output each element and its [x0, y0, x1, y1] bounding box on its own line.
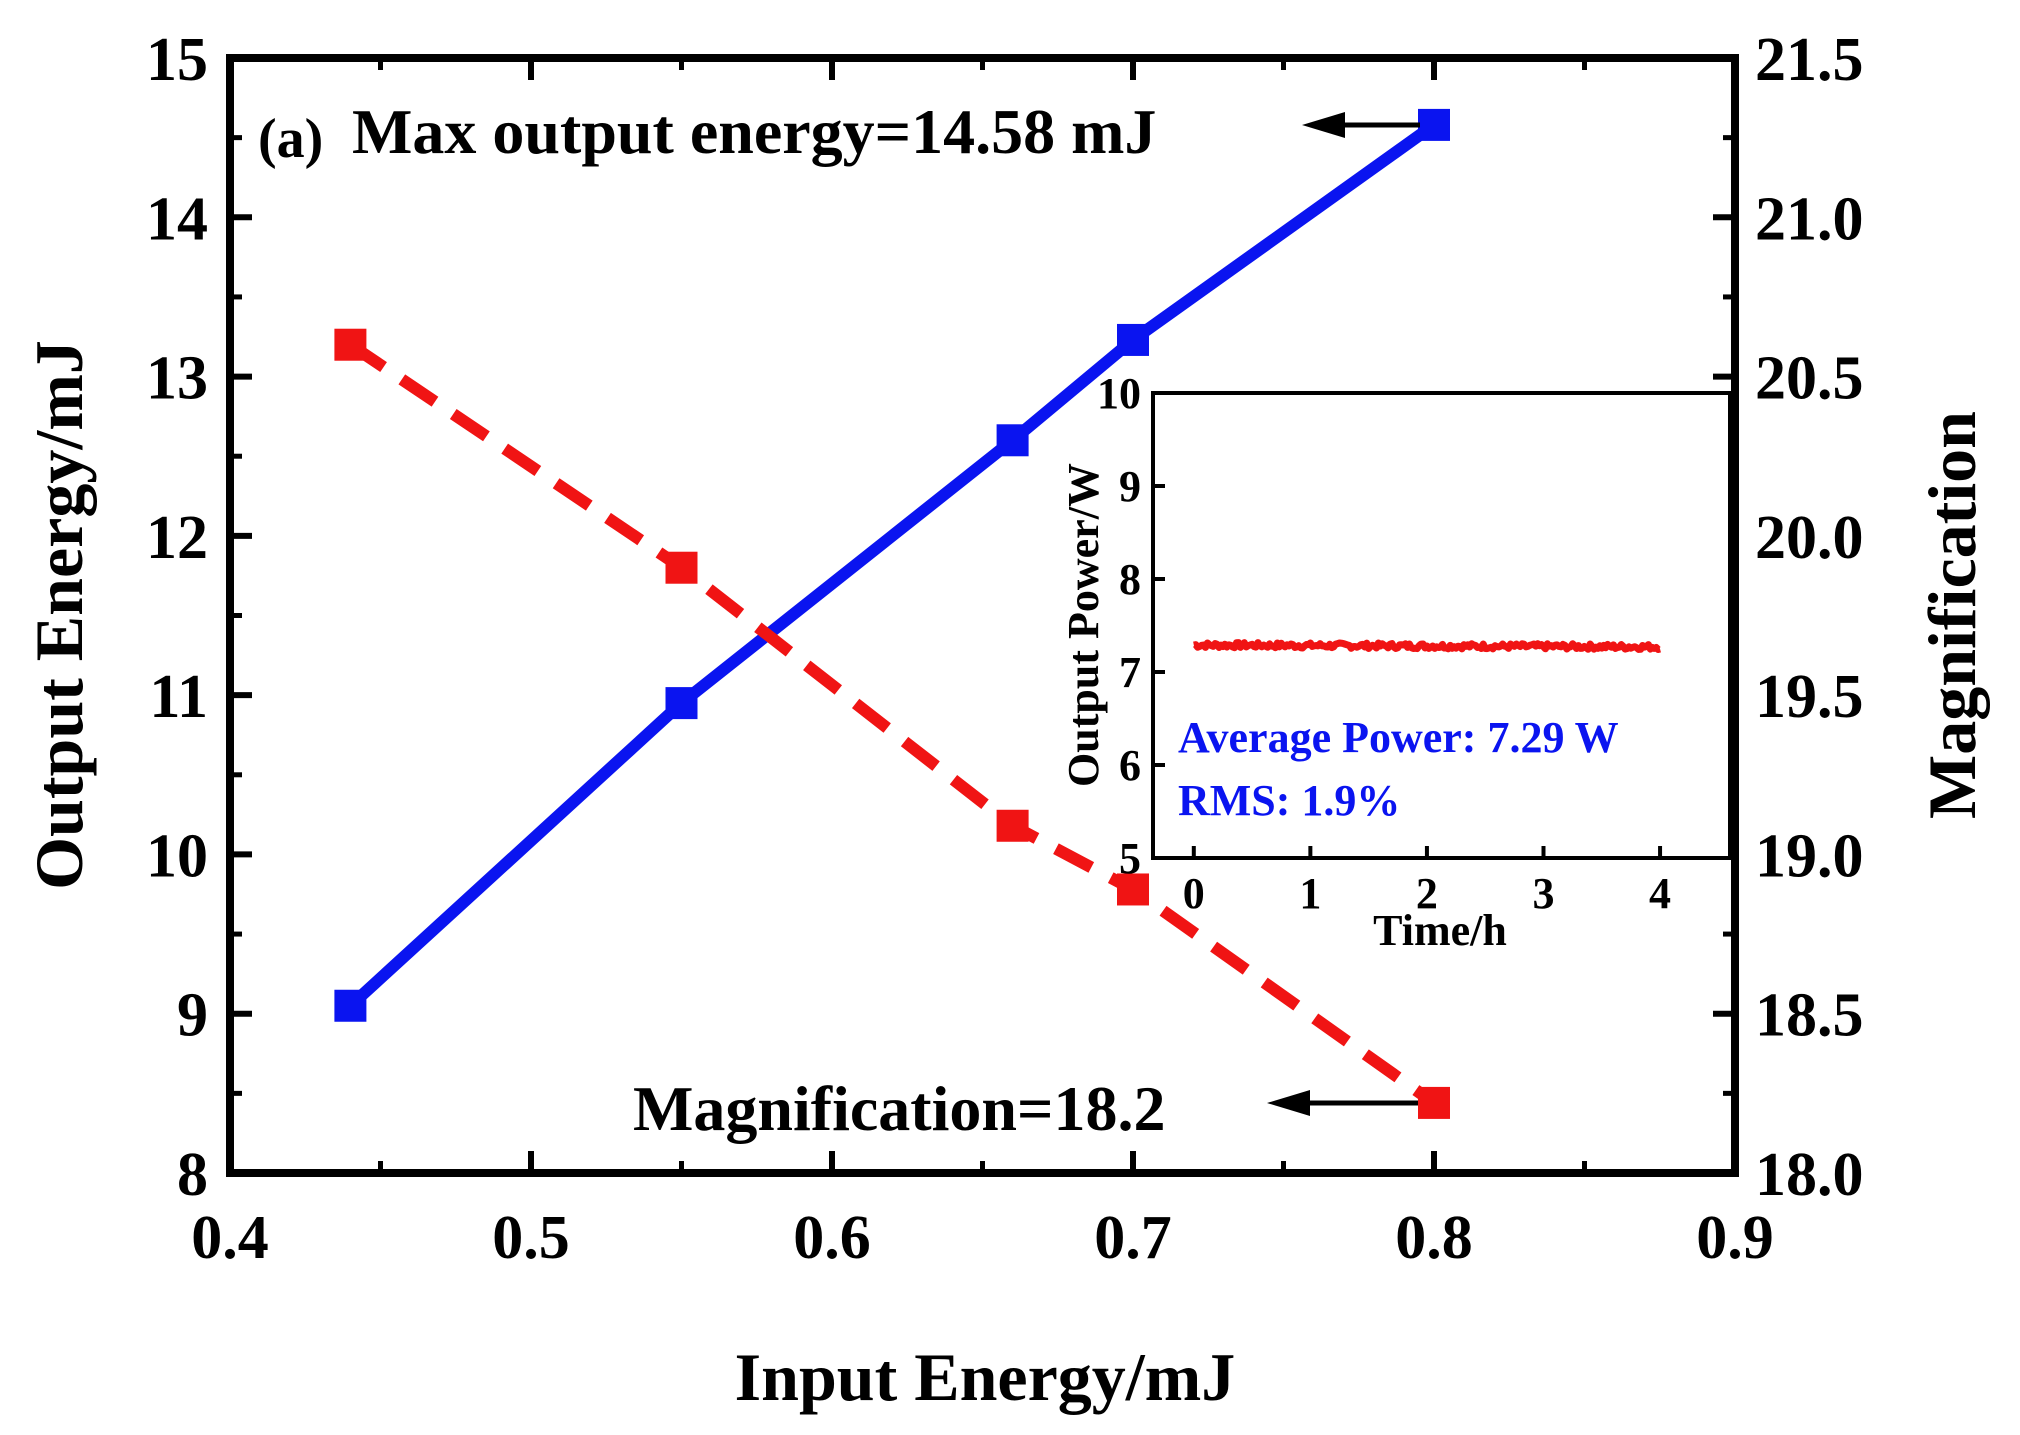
- data-point-output-energy: [665, 687, 698, 720]
- inset-y-tick-label: 8: [1119, 555, 1141, 604]
- annotation-max-output-energy: Max output energy=14.58 mJ: [352, 96, 1156, 167]
- y-axis-title: Output Energy/mJ: [21, 340, 97, 890]
- y2-tick-label: 20.5: [1755, 345, 1864, 413]
- x-tick-label: 0.8: [1395, 1204, 1473, 1272]
- data-point-magnification: [1117, 873, 1149, 906]
- inset-annotation-rms: RMS: 1.9%: [1178, 776, 1400, 825]
- y2-tick-label: 20.0: [1755, 504, 1864, 572]
- x-tick-label: 0.4: [191, 1204, 269, 1272]
- y-tick-label: 13: [146, 345, 208, 413]
- y-tick-label: 15: [146, 26, 208, 94]
- x-tick-label: 0.9: [1696, 1204, 1774, 1272]
- x-tick-label: 0.6: [793, 1204, 871, 1272]
- x-axis-title: Input Energy/mJ: [735, 1339, 1236, 1415]
- panel-label: (a): [258, 108, 323, 170]
- data-point-output-energy: [1418, 108, 1450, 141]
- y2-tick-label: 18.5: [1755, 982, 1864, 1050]
- inset-plot: 0 1 2 3 4 5 6 7 8 9 10 Average Power: 7.29 W RMS: …: [1059, 369, 1732, 955]
- y-tick-label: 14: [146, 185, 208, 253]
- inset-plot-frame: [1151, 391, 1732, 860]
- y-tick-label: 9: [177, 982, 208, 1050]
- main-axis-tick-labels: 0.4 0.5 0.6 0.7 0.8 0.98910111213141518.018.5…: [146, 26, 1864, 1272]
- data-point-output-energy: [334, 989, 367, 1022]
- arrow-magnification: [1267, 1090, 1418, 1116]
- data-point-output-energy: [996, 424, 1029, 457]
- inset-x-tick-label: 2: [1416, 869, 1438, 918]
- x-tick-label: 0.7: [1094, 1204, 1172, 1272]
- inset-x-axis-title: Time/h: [1373, 906, 1507, 955]
- y-tick-label: 11: [149, 663, 208, 731]
- inset-axis-tick-labels: 0 1 2 3 4 5 6 7 8 9 10: [1097, 369, 1671, 918]
- inset-axis-ticks: [1153, 391, 1663, 860]
- inset-x-tick-label: 1: [1299, 869, 1321, 918]
- data-point-output-energy: [1117, 323, 1149, 356]
- y2-axis-title: Magnification: [1914, 411, 1990, 819]
- inset-annotation-average-power: Average Power: 7.29 W: [1178, 713, 1619, 762]
- inset-x-tick-label: 3: [1532, 869, 1554, 918]
- x-tick-label: 0.5: [492, 1204, 570, 1272]
- y2-tick-label: 18.0: [1755, 1141, 1864, 1209]
- y-tick-label: 10: [146, 822, 208, 890]
- inset-y-tick-label: 7: [1119, 648, 1141, 697]
- inset-x-tick-label: 4: [1649, 869, 1671, 918]
- data-point-magnification: [334, 328, 367, 361]
- main-plot: 0.4 0.5 0.6 0.7 0.8 0.98910111213141518.018.5…: [21, 26, 1990, 1415]
- y2-tick-label: 19.5: [1755, 663, 1864, 731]
- y-tick-label: 12: [146, 504, 208, 572]
- data-point-magnification: [665, 551, 698, 584]
- y2-tick-label: 21.0: [1755, 185, 1864, 253]
- inset-y-tick-label: 10: [1097, 369, 1141, 418]
- data-point-magnification: [996, 809, 1029, 842]
- y2-tick-label: 21.5: [1755, 26, 1864, 94]
- inset-y-tick-label: 9: [1119, 462, 1141, 511]
- inset-x-tick-label: 0: [1183, 869, 1205, 918]
- y-tick-label: 8: [177, 1141, 208, 1209]
- main-series: [334, 108, 1450, 1119]
- inset-series: [1192, 639, 1662, 653]
- annotation-magnification: Magnification=18.2: [633, 1073, 1165, 1144]
- arrow-max-output-energy: [1302, 112, 1420, 138]
- inset-y-tick-label: 5: [1119, 834, 1141, 883]
- data-point-magnification: [1418, 1086, 1450, 1119]
- inset-series-line-output-power: [1192, 639, 1662, 653]
- y2-tick-label: 19.0: [1755, 822, 1864, 890]
- main-axis-ticks: [227, 55, 1738, 1176]
- inset-y-axis-title: Output Power/W: [1059, 463, 1108, 787]
- inset-y-tick-label: 6: [1119, 741, 1141, 790]
